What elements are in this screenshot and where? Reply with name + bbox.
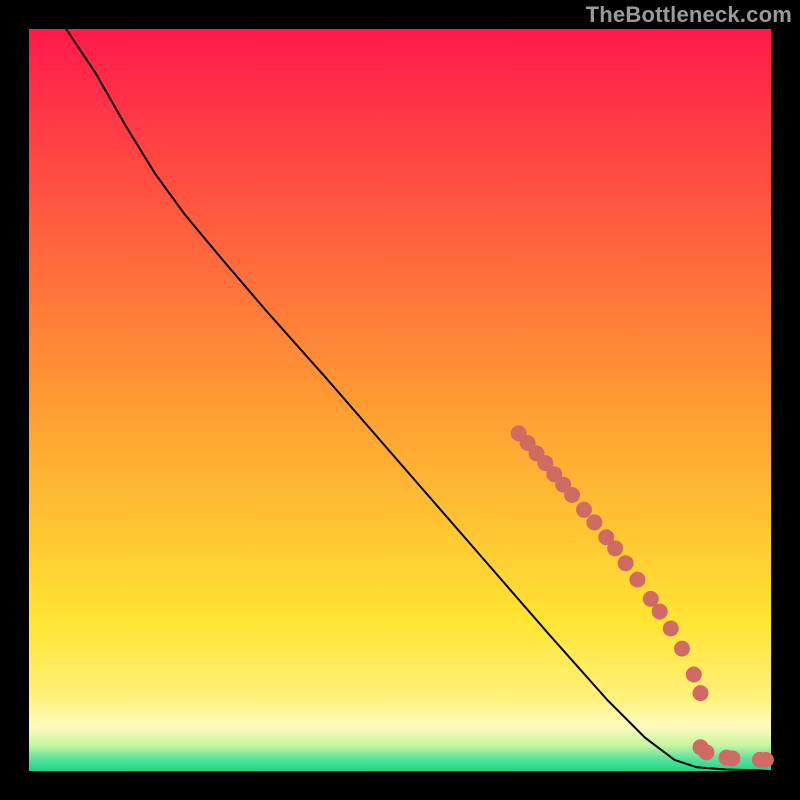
data-marker [724, 750, 740, 766]
chart-overlay [0, 0, 800, 800]
data-marker [576, 502, 592, 518]
data-marker [758, 752, 774, 768]
bottleneck-curve [66, 29, 771, 771]
data-marker [674, 641, 690, 657]
watermark-text: TheBottleneck.com [586, 2, 792, 28]
data-marker [698, 744, 714, 760]
data-marker [693, 685, 709, 701]
data-marker [586, 514, 602, 530]
data-marker [663, 621, 679, 637]
data-markers [511, 425, 774, 768]
data-marker [564, 487, 580, 503]
data-marker [607, 540, 623, 556]
data-marker [629, 572, 645, 588]
data-marker [652, 604, 668, 620]
data-marker [686, 667, 702, 683]
data-marker [618, 555, 634, 571]
chart-frame: TheBottleneck.com [0, 0, 800, 800]
